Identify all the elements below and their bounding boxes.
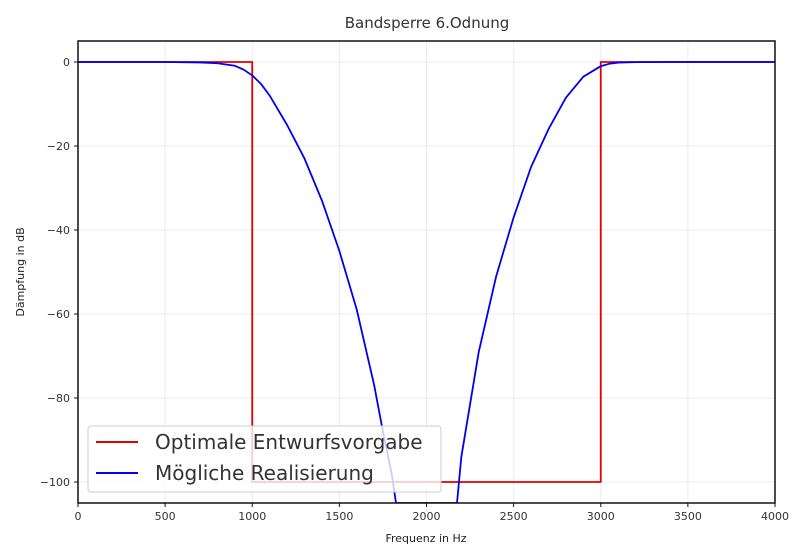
- chart-title: Bandsperre 6.Odnung: [345, 14, 510, 32]
- x-tick-label: 0: [75, 510, 82, 523]
- x-tick-label: 1000: [238, 510, 266, 523]
- legend-box: [87, 425, 442, 493]
- y-axis-label: Dämpfung in dB: [14, 227, 27, 316]
- legend-label-realization: Mögliche Realisierung: [155, 461, 374, 485]
- x-tick-label: 2000: [413, 510, 441, 523]
- x-tick-label: 2500: [500, 510, 528, 523]
- y-tick-label: −40: [47, 224, 70, 237]
- legend: Optimale Entwurfsvorgabe Mögliche Realis…: [87, 425, 442, 493]
- x-tick-label: 1500: [325, 510, 353, 523]
- y-tick-label: −60: [47, 308, 70, 321]
- y-tick-label: −80: [47, 392, 70, 405]
- ticks: 0 500 1000 1500 2000 2500 3000 3500 4000 0 −20 −40 −…: [40, 56, 789, 523]
- y-tick-label: −20: [47, 140, 70, 153]
- x-tick-label: 3500: [674, 510, 702, 523]
- x-axis-label: Frequenz in Hz: [385, 532, 466, 545]
- legend-label-optimal: Optimale Entwurfsvorgabe: [155, 430, 423, 454]
- x-tick-label: 500: [155, 510, 176, 523]
- y-tick-label: 0: [63, 56, 70, 69]
- x-tick-label: 3000: [587, 510, 615, 523]
- y-tick-label: −100: [40, 476, 70, 489]
- x-tick-label: 4000: [761, 510, 789, 523]
